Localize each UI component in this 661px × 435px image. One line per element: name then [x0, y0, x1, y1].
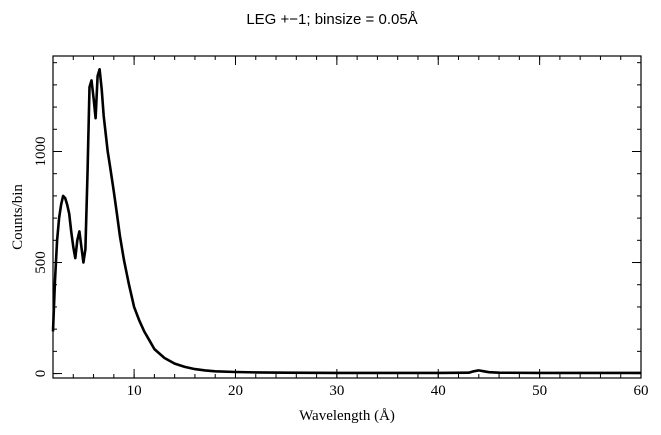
x-tick-label: 40 [431, 383, 446, 399]
x-tick-label: 50 [532, 383, 547, 399]
tick-labels: 10 20 30 40 50 60 0 500 1000 [33, 136, 649, 399]
plot-frame [52, 55, 642, 379]
y-tick-label: 500 [33, 251, 49, 274]
axis-ticks [52, 56, 642, 378]
x-tick-label: 20 [228, 383, 243, 399]
x-tick-label: 60 [634, 383, 649, 399]
x-tick-label: 30 [329, 383, 344, 399]
y-tick-label: 1000 [33, 136, 49, 166]
x-axis-label: Wavelength (Å) [299, 408, 395, 424]
x-tick-label: 10 [127, 383, 142, 399]
series-line [51, 68, 641, 375]
y-tick-label: 0 [33, 370, 49, 378]
chart-title: LEG +−1; binsize = 0.05Å [246, 11, 417, 28]
y-axis-label: Counts/bin [10, 184, 26, 250]
